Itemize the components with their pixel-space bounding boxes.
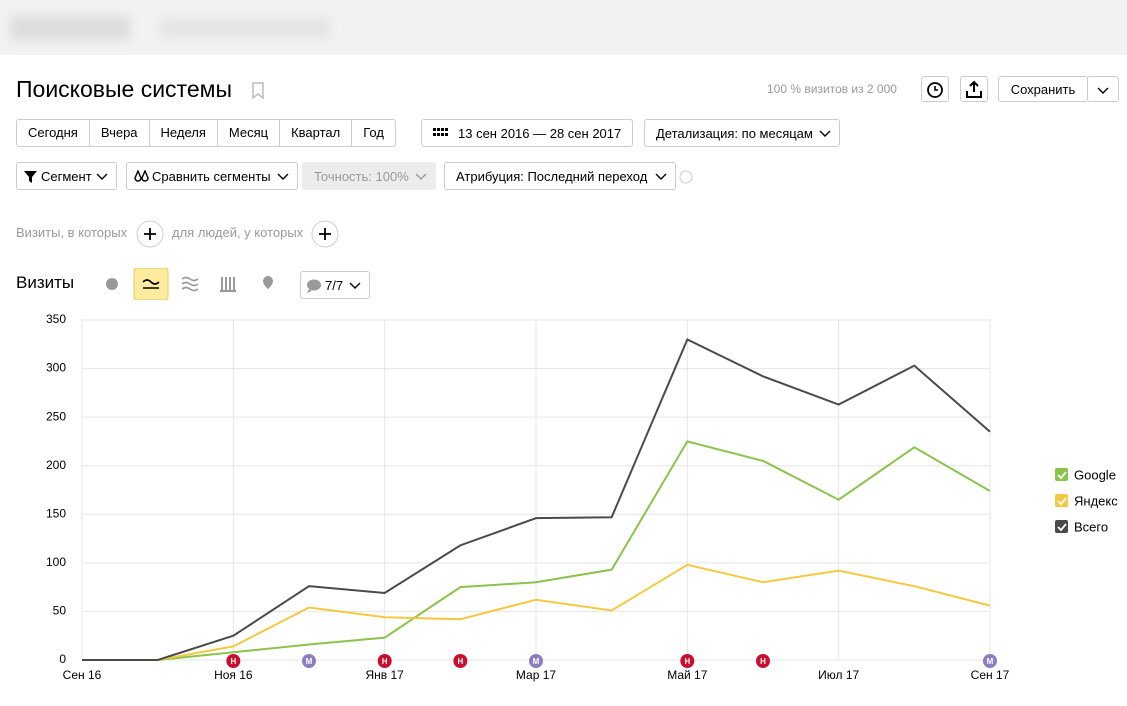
save-menu[interactable] xyxy=(1087,76,1119,102)
segment-text: Сегмент xyxy=(41,169,92,184)
x-tick-label: Ноя 16 xyxy=(214,668,253,682)
annotation-marker xyxy=(529,654,543,668)
segment-button[interactable]: Сегмент xyxy=(16,162,117,190)
legend-label: Google xyxy=(1074,467,1116,482)
y-tick-label: 50 xyxy=(53,604,67,618)
compare-button[interactable]: Сравнить сегменты xyxy=(126,162,298,190)
series-line xyxy=(82,440,991,661)
y-tick-label: 150 xyxy=(46,506,66,520)
detail-text: Детализация: по месяцам xyxy=(656,126,813,141)
x-tick-label: Мар 17 xyxy=(516,668,556,682)
period-button[interactable]: Год xyxy=(363,125,384,140)
annotation-marker xyxy=(453,654,468,668)
series-line xyxy=(82,338,991,661)
annotation-marker xyxy=(756,654,770,668)
annotation-label: М xyxy=(533,657,540,666)
y-tick-label: 0 xyxy=(59,652,66,666)
legend-checkbox xyxy=(1055,494,1068,507)
attribution-select[interactable]: Атрибуция: Последний переход xyxy=(444,162,677,190)
save-button[interactable]: Сохранить xyxy=(998,76,1088,102)
legend-check xyxy=(1057,471,1067,480)
x-tick-label: Май 17 xyxy=(667,668,708,682)
annotation-label: Н xyxy=(457,657,463,666)
y-tick-label: 300 xyxy=(46,361,66,375)
annotations-count: 7/7 xyxy=(325,278,344,293)
legend-check xyxy=(1057,523,1067,532)
x-tick-label: Июл 17 xyxy=(818,668,859,682)
accuracy-text: Точность: 100% xyxy=(314,169,409,184)
chart: 0 50 100 150 200 250 300 350 Сен 16 Ноя 16 Янв 17 М… xyxy=(46,312,1118,682)
annotation-marker xyxy=(302,654,316,668)
legend-checkbox xyxy=(1055,520,1068,533)
legend-checkbox xyxy=(1055,468,1068,481)
legend-label: Яндекс xyxy=(1074,493,1118,508)
blurred xyxy=(160,18,330,38)
date-range-text: 13 сен 2016 — 28 сен 2017 xyxy=(458,126,622,141)
legend-check xyxy=(1057,497,1067,506)
add-people-condition[interactable] xyxy=(311,220,339,248)
blurred xyxy=(10,16,130,40)
page-title: Поисковые системы xyxy=(16,76,232,102)
period-button[interactable]: Неделя xyxy=(150,120,218,146)
annotation-label: Н xyxy=(684,657,690,666)
annotation-label: М xyxy=(987,657,994,666)
annotation-marker xyxy=(680,654,695,668)
attribution-text: Атрибуция: Последний переход xyxy=(456,169,648,184)
annotations-button[interactable]: 7/7 xyxy=(300,271,371,299)
y-tick-label: 200 xyxy=(46,458,66,472)
condition-visits: Визиты, в которых xyxy=(16,225,128,240)
annotation: Н xyxy=(226,654,241,668)
annotation-marker xyxy=(983,654,997,668)
annotation-marker xyxy=(377,654,392,668)
annotation: Н xyxy=(680,654,695,668)
x-tick-label: Сен 17 xyxy=(971,668,1010,682)
accuracy-select[interactable]: Точность: 100% xyxy=(302,162,436,190)
history-button[interactable] xyxy=(921,76,949,102)
add-visit-condition[interactable] xyxy=(136,220,164,248)
y-tick-label: 250 xyxy=(46,409,66,423)
annotation-label: М xyxy=(306,657,313,666)
annotation-label: Н xyxy=(382,657,388,666)
period-button[interactable]: Квартал xyxy=(280,120,353,146)
period-button[interactable]: Вчера xyxy=(90,120,150,146)
help-icon[interactable] xyxy=(679,170,693,184)
x-tick-label: Янв 17 xyxy=(365,668,404,682)
period-button[interactable]: Месяц xyxy=(218,120,281,146)
legend-label: Всего xyxy=(1074,519,1108,534)
condition-people: для людей, у которых xyxy=(172,225,304,240)
sample-info: 100 % визитов из 2 000 xyxy=(767,82,897,96)
compare-text: Сравнить сегменты xyxy=(152,169,271,184)
series-line xyxy=(82,563,991,661)
annotation: Н xyxy=(756,654,770,668)
chart-type-switch[interactable] xyxy=(100,268,290,300)
y-tick-label: 350 xyxy=(46,312,66,326)
x-tick-label: Сен 16 xyxy=(63,668,102,682)
annotation-marker xyxy=(226,654,241,668)
metric-title: Визиты xyxy=(16,273,75,292)
annotation-label: Н xyxy=(760,657,766,666)
detail-select[interactable]: Детализация: по месяцам xyxy=(644,119,840,147)
y-tick-label: 100 xyxy=(46,555,66,569)
bookmark-icon[interactable] xyxy=(251,82,265,100)
annotation: Н xyxy=(377,654,392,668)
annotation: М xyxy=(529,654,543,668)
annotation: М xyxy=(983,654,997,668)
export-button[interactable] xyxy=(960,76,988,102)
date-range[interactable]: 13 сен 2016 — 28 сен 2017 xyxy=(421,119,634,147)
top-bar xyxy=(0,0,1127,55)
period-group: Сегодня Вчера Неделя Месяц Квартал Год xyxy=(16,119,396,147)
annotation: Н xyxy=(453,654,468,668)
period-button[interactable]: Сегодня xyxy=(17,120,90,146)
annotation-label: Н xyxy=(230,657,236,666)
annotation: М xyxy=(302,654,316,668)
